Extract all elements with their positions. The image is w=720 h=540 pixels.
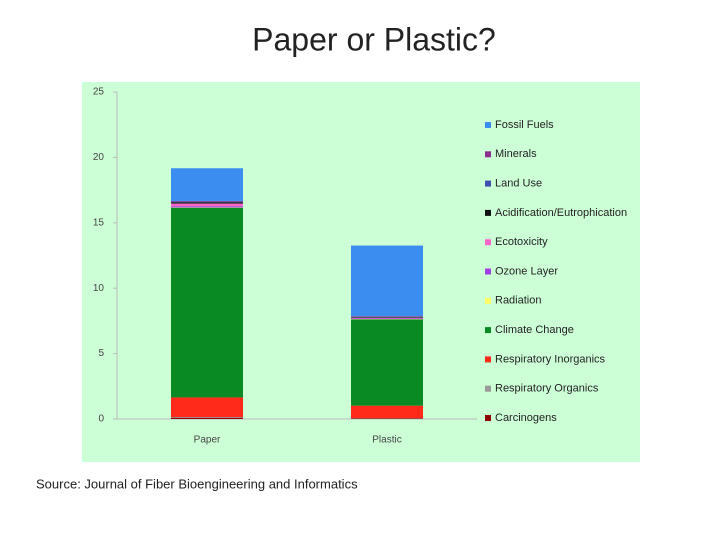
bar-segment <box>171 168 243 201</box>
legend-swatch <box>485 268 491 275</box>
bar-segment <box>351 245 423 317</box>
legend-swatch <box>485 209 491 216</box>
y-tick-label: 10 <box>93 283 105 294</box>
bar-segment <box>351 316 423 317</box>
legend-label: Ozone Layer <box>495 265 558 277</box>
bar-segment <box>171 200 243 202</box>
legend-swatch <box>485 385 491 392</box>
legend-swatch <box>485 356 491 363</box>
y-tick-label: 25 <box>93 87 105 98</box>
bar-segment <box>171 201 243 203</box>
legend-label: Ecotoxicity <box>495 236 548 248</box>
bar-segment <box>171 417 243 419</box>
y-tick-label: 20 <box>93 152 105 163</box>
legend-swatch <box>485 122 491 128</box>
y-tick-label: 15 <box>93 217 105 228</box>
x-tick-label: Paper <box>194 435 221 446</box>
bar-segment <box>171 206 243 208</box>
legend-label: Land Use <box>495 178 542 190</box>
legend-swatch <box>485 239 491 246</box>
bar-segment <box>351 418 423 419</box>
bar-segment <box>171 202 243 204</box>
bar-segment <box>171 203 243 207</box>
legend-swatch <box>485 180 491 187</box>
bar-segment <box>351 317 423 318</box>
bar-segment <box>351 319 423 406</box>
bar-segment <box>171 397 243 418</box>
legend-swatch <box>485 297 491 304</box>
legend-swatch <box>485 415 491 421</box>
legend-label: Respiratory Inorganics <box>495 353 606 365</box>
bar-segment <box>351 318 423 320</box>
x-tick-label: Plastic <box>372 435 401 446</box>
y-tick-label: 0 <box>98 414 104 425</box>
bar-segment <box>351 317 423 319</box>
source-note: Source: Journal of Fiber Bioengineering … <box>36 476 358 491</box>
legend-label: Respiratory Organics <box>495 383 599 395</box>
legend-label: Carcinogens <box>495 412 557 424</box>
legend-label: Climate Change <box>495 324 574 336</box>
legend-label: Fossil Fuels <box>495 119 554 131</box>
slide-title: Paper or Plastic? <box>252 21 496 57</box>
bar-segment <box>351 405 423 419</box>
bar-segment <box>171 207 243 398</box>
legend-swatch <box>485 151 491 158</box>
legend-label: Radiation <box>495 295 541 307</box>
legend-swatch <box>485 327 491 334</box>
legend-label: Minerals <box>495 148 537 160</box>
y-tick-label: 5 <box>98 348 104 359</box>
bar-segment <box>171 417 243 418</box>
legend-label: Acidification/Eutrophication <box>495 207 627 219</box>
